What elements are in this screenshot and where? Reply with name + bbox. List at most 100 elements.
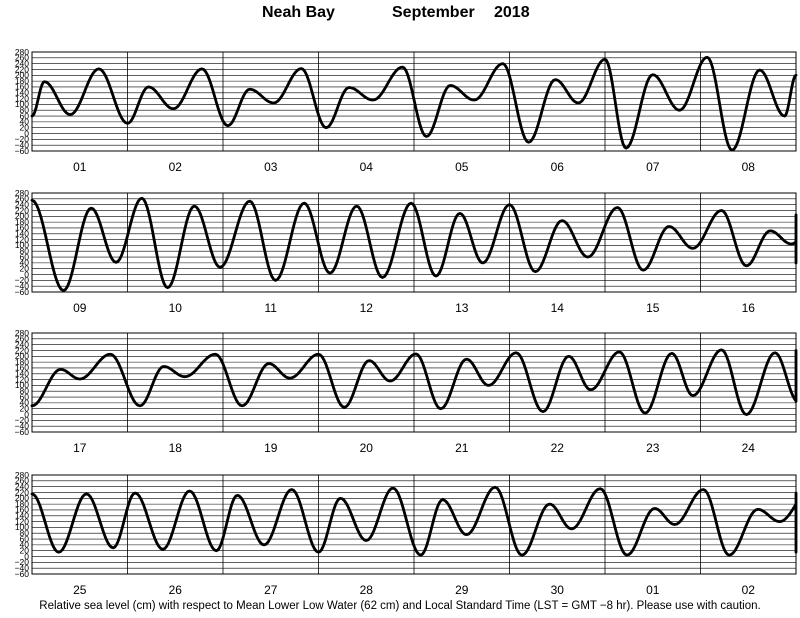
y-tick-label: 200: [15, 493, 29, 503]
y-tick-label: 200: [15, 351, 29, 361]
day-label: 02: [742, 583, 756, 597]
y-tick-label: 60: [20, 111, 30, 121]
y-tick-label: 40: [20, 117, 30, 127]
y-tick-label: 60: [20, 392, 30, 402]
day-label: 17: [73, 441, 87, 455]
tide-curve: [30, 196, 798, 292]
day-label: 16: [742, 301, 756, 315]
y-tick-label: 120: [15, 516, 29, 526]
y-tick-label: 220: [15, 487, 29, 497]
y-tick-label: −60: [15, 569, 30, 579]
y-tick-label: 140: [15, 229, 29, 239]
day-label: 26: [169, 583, 183, 597]
footnote: Relative sea level (cm) with respect to …: [39, 600, 761, 612]
y-tick-label: 40: [20, 540, 30, 550]
y-tick-label: 160: [15, 223, 29, 233]
y-tick-label: 240: [15, 481, 29, 491]
y-tick-label: 20: [20, 123, 30, 133]
y-tick-label: 160: [15, 82, 29, 92]
y-tick-label: 200: [15, 70, 29, 80]
y-tick-label: 40: [20, 258, 30, 268]
day-label: 09: [73, 301, 87, 315]
y-tick-label: 240: [15, 199, 29, 209]
day-label: 18: [169, 441, 183, 455]
y-tick-label: 60: [20, 534, 30, 544]
day-label: 22: [551, 441, 565, 455]
day-label: 07: [646, 160, 660, 174]
chart-title: Neah Bay September 2018: [0, 4, 800, 28]
y-tick-label: 100: [15, 380, 29, 390]
y-tick-label: −40: [15, 281, 30, 291]
y-tick-label: 220: [15, 205, 29, 215]
tide-chart: 280260240220200180160140120100806040200−…: [15, 47, 798, 597]
y-tick-label: 100: [15, 99, 29, 109]
y-tick-label: 140: [15, 88, 29, 98]
y-tick-label: 60: [20, 252, 30, 262]
y-tick-label: 20: [20, 404, 30, 414]
day-label: 27: [264, 583, 278, 597]
y-tick-label: 260: [15, 476, 29, 486]
y-tick-label: 80: [20, 105, 30, 115]
y-tick-label: 100: [15, 522, 29, 532]
tide-curve: [30, 55, 798, 152]
y-tick-label: 0: [24, 269, 29, 279]
y-tick-label: −40: [15, 563, 30, 573]
y-tick-label: −20: [15, 134, 30, 144]
y-tick-label: 20: [20, 264, 30, 274]
y-tick-label: 260: [15, 194, 29, 204]
day-label: 01: [646, 583, 660, 597]
day-label: 30: [551, 583, 565, 597]
y-tick-label: 280: [15, 328, 29, 338]
y-tick-label: 260: [15, 53, 29, 63]
day-label: 14: [551, 301, 565, 315]
y-tick-label: 140: [15, 511, 29, 521]
day-label: 25: [73, 583, 87, 597]
y-tick-label: 280: [15, 47, 29, 57]
y-tick-label: 120: [15, 234, 29, 244]
day-label: 01: [73, 160, 87, 174]
title-year: 2018: [494, 4, 530, 21]
y-tick-label: 20: [20, 546, 30, 556]
y-tick-label: 80: [20, 386, 30, 396]
y-tick-label: −20: [15, 415, 30, 425]
y-tick-label: 240: [15, 58, 29, 68]
tide-curve: [30, 348, 798, 416]
y-tick-label: 160: [15, 363, 29, 373]
panel-frame: [31, 51, 797, 152]
day-label: 20: [360, 441, 374, 455]
day-label: 10: [169, 301, 183, 315]
y-tick-label: 240: [15, 339, 29, 349]
y-tick-label: −20: [15, 275, 30, 285]
y-tick-label: 180: [15, 217, 29, 227]
day-label: 21: [455, 441, 469, 455]
day-label: 08: [742, 160, 756, 174]
day-label: 12: [360, 301, 374, 315]
tide-curve: [30, 485, 798, 557]
y-tick-label: 0: [24, 551, 29, 561]
y-tick-label: 80: [20, 246, 30, 256]
y-tick-label: 220: [15, 64, 29, 74]
day-label: 23: [646, 441, 660, 455]
y-tick-label: 280: [15, 188, 29, 198]
y-tick-label: −40: [15, 421, 30, 431]
day-label: 03: [264, 160, 278, 174]
day-label: 29: [455, 583, 469, 597]
day-label: 15: [646, 301, 660, 315]
y-tick-label: 100: [15, 240, 29, 250]
y-tick-label: 0: [24, 128, 29, 138]
y-tick-label: 180: [15, 76, 29, 86]
y-tick-label: −60: [15, 146, 30, 156]
y-tick-label: −20: [15, 557, 30, 567]
day-label: 13: [455, 301, 469, 315]
y-tick-label: 140: [15, 369, 29, 379]
y-tick-label: 220: [15, 345, 29, 355]
day-label: 02: [169, 160, 183, 174]
day-label: 11: [265, 301, 278, 315]
y-tick-label: −40: [15, 140, 30, 150]
y-tick-label: 160: [15, 505, 29, 515]
day-label: 04: [360, 160, 374, 174]
day-label: 19: [264, 441, 278, 455]
day-label: 06: [551, 160, 565, 174]
y-tick-label: 180: [15, 357, 29, 367]
day-label: 28: [360, 583, 374, 597]
